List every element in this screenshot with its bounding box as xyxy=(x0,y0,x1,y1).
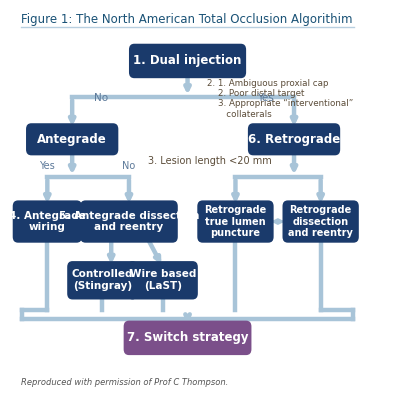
Text: Yes: Yes xyxy=(257,93,274,103)
FancyBboxPatch shape xyxy=(26,123,118,155)
FancyBboxPatch shape xyxy=(248,123,340,155)
Text: Figure 1: The North American Total Occlusion Algorithim: Figure 1: The North American Total Occlu… xyxy=(21,13,352,26)
Text: Reproduced with permission of Prof C Thompson.: Reproduced with permission of Prof C Tho… xyxy=(21,378,228,387)
Text: 4. Antegrade
wiring: 4. Antegrade wiring xyxy=(9,211,86,232)
FancyBboxPatch shape xyxy=(282,200,359,243)
FancyBboxPatch shape xyxy=(128,261,198,300)
Text: Retrograde
dissection
and reentry: Retrograde dissection and reentry xyxy=(288,205,353,238)
Text: No: No xyxy=(94,93,108,103)
FancyBboxPatch shape xyxy=(13,200,82,243)
FancyBboxPatch shape xyxy=(129,44,246,78)
Text: Retrograde
true lumen
puncture: Retrograde true lumen puncture xyxy=(204,205,266,238)
FancyBboxPatch shape xyxy=(197,200,274,243)
Text: 6. Retrograde: 6. Retrograde xyxy=(248,133,340,146)
Text: 1. Dual injection: 1. Dual injection xyxy=(133,54,242,68)
Text: Yes: Yes xyxy=(40,161,55,171)
Text: Controlled
(Stingray): Controlled (Stingray) xyxy=(72,270,133,291)
Text: 2. 1. Ambiguous proxial cap
    2. Poor distal target
    3. Appropriate “interv: 2. 1. Ambiguous proxial cap 2. Poor dist… xyxy=(207,78,353,119)
Text: Wire based
(LaST): Wire based (LaST) xyxy=(130,270,196,291)
FancyBboxPatch shape xyxy=(67,261,138,300)
Text: Antegrade: Antegrade xyxy=(37,133,107,146)
FancyBboxPatch shape xyxy=(80,200,178,243)
FancyBboxPatch shape xyxy=(124,321,252,355)
Text: No: No xyxy=(122,161,136,171)
Text: 7. Switch strategy: 7. Switch strategy xyxy=(127,331,248,344)
Text: 5. Antegrade dissection
and reentry: 5. Antegrade dissection and reentry xyxy=(59,211,199,232)
Text: 3. Lesion length <20 mm: 3. Lesion length <20 mm xyxy=(148,156,272,166)
